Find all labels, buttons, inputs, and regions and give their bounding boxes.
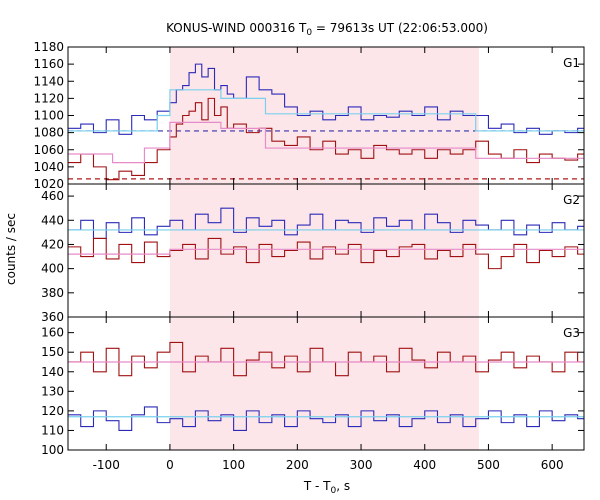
y-tick-label-G2-1: 380 xyxy=(41,286,64,300)
series-group-G3 xyxy=(68,341,584,431)
panel-G1: 1020 1040 1060 1080 1100 1120 1140 1160 1180 G1 xyxy=(33,40,585,191)
x-tick-label-2: 100 xyxy=(222,458,245,472)
y-tick-label-G2-4: 440 xyxy=(41,213,64,227)
x-axis-label-main: T - T xyxy=(303,479,331,493)
chart-title: KONUS-WIND 000316 T0 = 79613s UT (22:06:… xyxy=(166,21,488,38)
y-tick-label-G3-5: 150 xyxy=(41,345,64,359)
y-tick-label-G1-6: 1140 xyxy=(33,74,64,88)
y-tick-label-G1-1: 1040 xyxy=(33,160,64,174)
y-tick-label-G3-3: 130 xyxy=(41,384,64,398)
y-tick-label-G3-4: 140 xyxy=(41,365,64,379)
y-tick-label-G3-6: 160 xyxy=(41,326,64,340)
y-tick-label-G1-4: 1100 xyxy=(33,109,64,123)
x-tick-label-4: 300 xyxy=(350,458,373,472)
panel-label-G1: G1 xyxy=(563,56,580,70)
x-axis-label: T - T0, s xyxy=(303,479,350,496)
x-tick-label-0: -100 xyxy=(93,458,120,472)
x-tick-label-1: 0 xyxy=(166,458,174,472)
panel-frame-G3 xyxy=(67,316,585,451)
panel-G3: 100 110 120 130 140 150 160 G3 xyxy=(41,316,585,457)
y-tick-label-G3-2: 120 xyxy=(41,404,64,418)
series-G1-light_blue xyxy=(68,89,584,132)
y-axis-label: counts / sec xyxy=(4,213,18,285)
panel-label-G3: G3 xyxy=(563,326,580,340)
series-group-G1 xyxy=(68,63,584,181)
x-axis-label-rest: , s xyxy=(336,479,350,493)
series-G2-pink xyxy=(68,248,584,255)
y-tick-label-G1-8: 1180 xyxy=(33,40,64,54)
shaded-interval-G3 xyxy=(169,317,479,450)
y-tick-label-G1-0: 1020 xyxy=(33,177,64,191)
panel-label-G2: G2 xyxy=(563,193,580,207)
x-tick-label-6: 500 xyxy=(477,458,500,472)
panel-G2: 360 380 400 420 440 460 G2 xyxy=(41,183,585,324)
y-tick-label-G3-1: 110 xyxy=(41,423,64,437)
y-tick-label-G3-0: 100 xyxy=(41,443,64,457)
y-tick-label-G1-7: 1160 xyxy=(33,57,64,71)
series-G1-pink xyxy=(68,121,584,164)
x-axis-label-subscript: 0 xyxy=(331,486,337,496)
y-tick-label-G2-2: 400 xyxy=(41,262,64,276)
y-tick-label-G2-5: 460 xyxy=(41,189,64,203)
y-tick-label-G2-0: 360 xyxy=(41,310,64,324)
series-G2-red xyxy=(68,237,584,270)
chart-title-rest: = 79613s UT (22:06:53.000) xyxy=(312,21,488,35)
x-tick-label-7: 600 xyxy=(541,458,564,472)
y-tick-label-G1-3: 1080 xyxy=(33,126,64,140)
panels-group: 102010401060108011001120114011601180G136… xyxy=(33,40,585,472)
chart-title-subscript: 0 xyxy=(306,28,312,38)
x-tick-label-3: 200 xyxy=(286,458,309,472)
series-group-G2 xyxy=(68,207,584,270)
x-tick-label-5: 400 xyxy=(413,458,436,472)
y-tick-label-G1-2: 1060 xyxy=(33,143,64,157)
y-tick-label-G2-3: 420 xyxy=(41,237,64,251)
shaded-interval-G2 xyxy=(169,184,479,317)
y-tick-label-G1-5: 1120 xyxy=(33,91,64,105)
chart-title-main: KONUS-WIND 000316 T xyxy=(166,21,307,35)
